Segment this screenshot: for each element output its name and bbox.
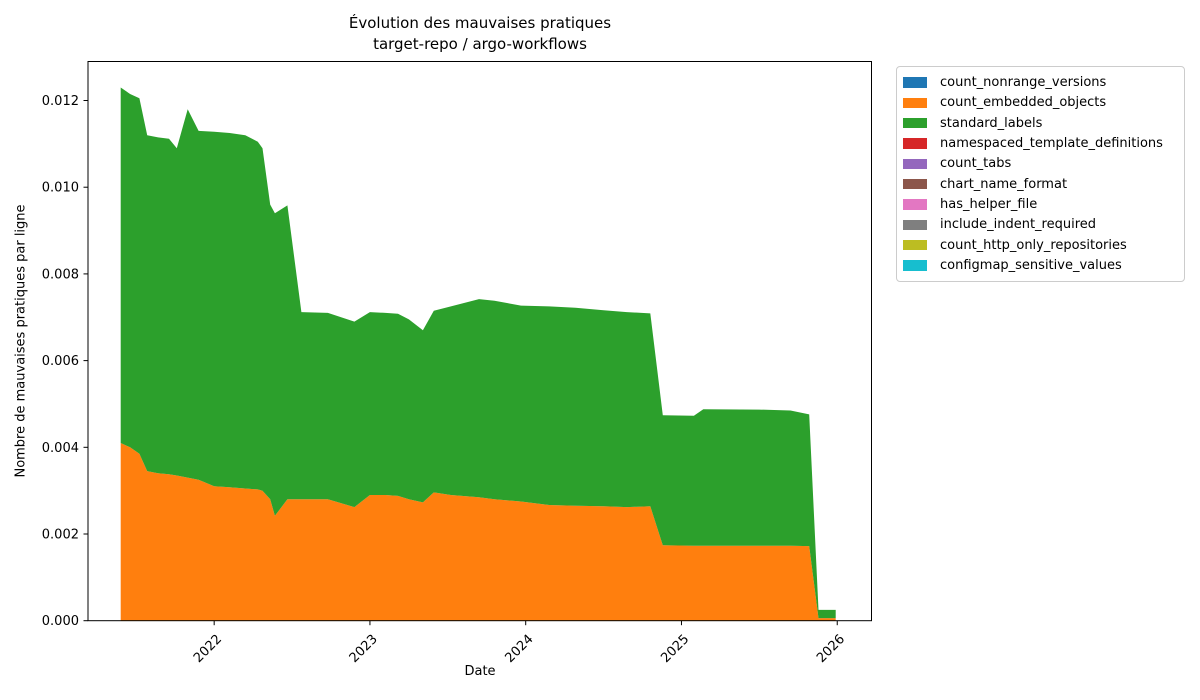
x-tick-label: 2025 (658, 632, 692, 666)
legend-item-count_tabs: count_tabs (903, 156, 1176, 171)
y-tick-label: 0.006 (42, 354, 79, 369)
chart-title: Évolution des mauvaises pratiques target… (88, 13, 872, 55)
legend-label: namespaced_template_definitions (940, 135, 1163, 151)
x-axis-label: Date (464, 664, 496, 679)
legend-swatch-icon (903, 117, 927, 129)
legend-item-chart_name_format: chart_name_format (903, 177, 1176, 192)
legend-item-count_embedded_objects: count_embedded_objects (903, 95, 1176, 110)
legend-label: has_helper_file (940, 196, 1038, 212)
legend-swatch-icon (903, 138, 927, 149)
legend-label: count_http_only_repositories (940, 237, 1127, 253)
y-tick-label: 0.002 (42, 528, 79, 543)
legend-label: count_nonrange_versions (940, 75, 1107, 90)
area-series-group (120, 87, 836, 621)
x-tick-label: 2023 (347, 632, 381, 666)
area-count_embedded_objects (120, 443, 836, 621)
x-tick-label: 2024 (503, 632, 537, 666)
legend: count_nonrange_versions count_embedded_ob… (896, 66, 1185, 282)
legend-label: configmap_sensitive_values (940, 257, 1122, 273)
legend-label: count_tabs (940, 156, 1012, 172)
legend-swatch-icon (903, 239, 927, 251)
legend-swatch-icon (903, 219, 927, 231)
legend-item-namespaced_template_definitions: namespaced_template_definitions (903, 136, 1176, 151)
chart-title-line1: Évolution des mauvaises pratiques (348, 14, 612, 32)
chart-title-line2: target-repo / argo-workflows (373, 35, 587, 53)
area-standard_labels (120, 87, 836, 619)
y-tick-label: 0.008 (42, 267, 79, 282)
legend-swatch-icon (903, 77, 927, 88)
legend-item-count_nonrange_versions: count_nonrange_versions (903, 75, 1176, 90)
legend-label: include_indent_required (940, 217, 1097, 233)
y-tick-label: 0.012 (42, 94, 79, 109)
legend-item-standard_labels: standard_labels (903, 116, 1176, 131)
legend-swatch-icon (903, 178, 927, 190)
legend-item-include_indent_required: include_indent_required (903, 217, 1176, 232)
legend-item-count_http_only_repositories: count_http_only_repositories (903, 238, 1176, 253)
legend-item-has_helper_file: has_helper_file (903, 197, 1176, 212)
legend-label: standard_labels (940, 115, 1043, 131)
legend-label: chart_name_format (940, 176, 1068, 192)
x-tick-label: 2026 (814, 632, 848, 666)
y-tick-label: 0.004 (42, 441, 79, 456)
y-tick-label: 0.010 (42, 181, 79, 196)
plot-frame (87, 61, 872, 622)
legend-swatch-icon (903, 260, 927, 271)
x-tick-label: 2022 (191, 632, 225, 666)
legend-swatch-icon (903, 97, 927, 109)
y-tick-label: 0.000 (42, 614, 79, 629)
legend-swatch-icon (903, 158, 927, 170)
legend-item-configmap_sensitive_values: configmap_sensitive_values (903, 258, 1176, 273)
legend-swatch-icon (903, 199, 927, 210)
legend-label: count_embedded_objects (940, 95, 1107, 111)
